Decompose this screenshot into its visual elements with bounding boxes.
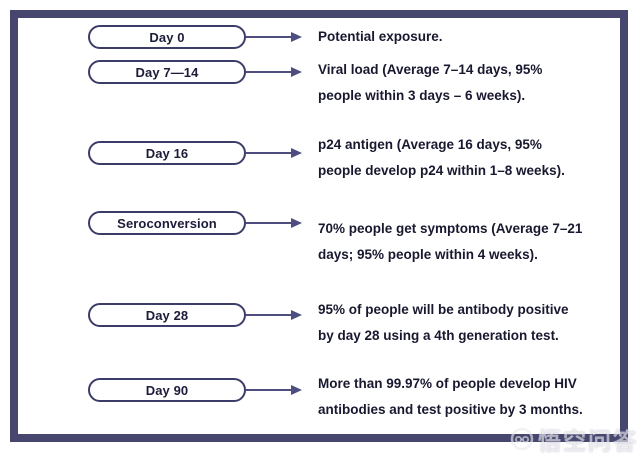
stage-oval: Day 0 (88, 25, 246, 49)
arrow-line (246, 152, 293, 154)
stage-description: 95% of people will be antibody positive … (318, 302, 569, 343)
stage-oval: Seroconversion (88, 211, 246, 235)
arrow-line (246, 71, 293, 73)
arrow-head-icon (291, 148, 302, 158)
arrow-head-icon (291, 310, 302, 320)
stage-description: p24 antigen (Average 16 days, 95% people… (318, 137, 565, 178)
stage-description: More than 99.97% of people develop HIV a… (318, 376, 583, 417)
stage-description: Potential exposure. (318, 29, 443, 44)
diagram-border-frame (10, 10, 628, 442)
watermark: 悟空问答 (510, 424, 638, 454)
stage-label: Day 0 (149, 29, 185, 45)
stage-oval: Day 28 (88, 303, 246, 327)
stage-description: Viral load (Average 7–14 days, 95% peopl… (318, 62, 543, 103)
wukong-logo-icon (510, 427, 534, 451)
stage-oval: Day 7—14 (88, 60, 246, 84)
stage-label: Seroconversion (117, 215, 217, 231)
stage-label: Day 28 (145, 307, 189, 323)
arrow-head-icon (291, 32, 302, 42)
arrow-line (246, 222, 293, 224)
stage-label: Day 90 (145, 382, 189, 398)
arrow-head-icon (291, 385, 302, 395)
stage-oval: Day 90 (88, 378, 246, 402)
watermark-text: 悟空问答 (538, 429, 638, 454)
arrow-line (246, 36, 293, 38)
stage-description: 70% people get symptoms (Average 7–21 da… (318, 221, 583, 262)
stage-oval: Day 16 (88, 141, 246, 165)
arrow-line (246, 314, 293, 316)
stage-label: Day 7—14 (135, 64, 199, 80)
arrow-head-icon (291, 218, 302, 228)
arrow-head-icon (291, 67, 302, 77)
arrow-line (246, 389, 293, 391)
stage-label: Day 16 (145, 145, 189, 161)
